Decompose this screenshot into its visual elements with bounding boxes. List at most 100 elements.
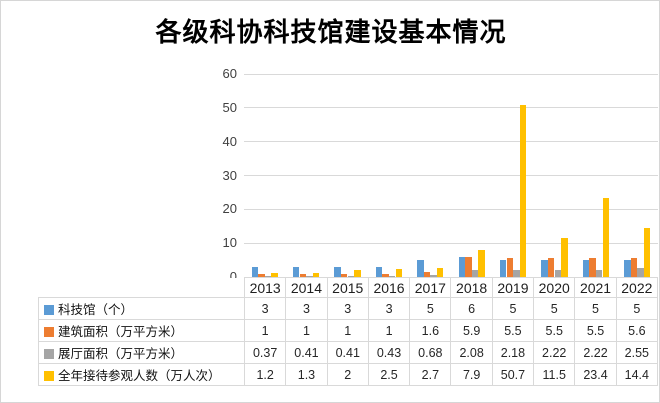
- table-corner: [38, 277, 245, 298]
- plot-area: [244, 73, 658, 277]
- value-cell: 1: [243, 319, 287, 342]
- gridline: [244, 107, 658, 109]
- bar-s3-2021: [602, 197, 610, 277]
- bar-s2-2015: [347, 275, 355, 277]
- bar-s3-2014: [312, 272, 320, 277]
- bar-s1-2015: [340, 273, 348, 277]
- bar-s0-2021: [582, 260, 590, 277]
- gridline: [244, 141, 658, 143]
- value-cell: 5.5: [574, 319, 617, 342]
- bar-s2-2013: [264, 275, 272, 277]
- bar-s2-2022: [637, 268, 644, 277]
- value-cell: 3: [326, 297, 369, 320]
- table-row: 科技馆（个） 3 3 3 3 5 6 5 5 5 5: [38, 297, 659, 320]
- y-tick-label: 60: [222, 66, 237, 81]
- bar-s1-2014: [299, 273, 307, 277]
- value-cell: 6: [450, 297, 493, 320]
- value-cell: 5.6: [615, 319, 659, 342]
- value-cell: 5: [533, 297, 576, 320]
- value-cell: 3: [285, 297, 328, 320]
- value-cell: 23.4: [574, 363, 617, 386]
- bar-s1-2016: [382, 273, 389, 277]
- value-cell: 1: [326, 319, 369, 342]
- bar-s3-2016: [395, 268, 403, 277]
- series-name: 建筑面积（万平方米）: [58, 325, 184, 339]
- value-cell: 1.2: [243, 363, 287, 386]
- bar-s0-2014: [292, 266, 300, 277]
- series-name: 展厅面积（万平方米）: [58, 347, 184, 361]
- bar-s1-2022: [630, 258, 638, 277]
- bar-s3-2020: [561, 238, 568, 277]
- bar-s2-2017: [430, 274, 437, 277]
- data-table: 2013 2014 2015 2016 2017 2018 2019 2020 2021 2022…: [38, 277, 659, 386]
- bar-s2-2019: [513, 269, 520, 277]
- bar-s1-2018: [465, 257, 472, 277]
- gridline: [244, 73, 658, 75]
- table-row: 全年接待参观人数（万人次） 1.2 1.3 2 2.5 2.7 7.9 50.7 11.5 23.…: [38, 363, 659, 386]
- value-cell: 1.6: [409, 319, 452, 342]
- bar-s0-2015: [334, 266, 341, 277]
- year-cell: 2021: [574, 277, 617, 298]
- bar-s0-2016: [375, 266, 383, 277]
- value-cell: 2.5: [367, 363, 411, 386]
- bar-s0-2022: [624, 260, 631, 277]
- series-name: 全年接待参观人数（万人次）: [58, 369, 221, 383]
- bar-s1-2019: [506, 258, 514, 277]
- bar-s3-2015: [354, 270, 361, 277]
- bar-s2-2014: [306, 275, 313, 277]
- value-cell: 2.7: [409, 363, 452, 386]
- value-cell: 2.22: [533, 341, 576, 364]
- value-cell: 0.41: [285, 341, 328, 364]
- year-cell: 2016: [367, 277, 411, 298]
- value-cell: 0.68: [409, 341, 452, 364]
- bar-s3-2013: [271, 272, 278, 277]
- bar-s3-2018: [478, 250, 485, 277]
- value-cell: 3: [367, 297, 411, 320]
- value-cell: 7.9: [450, 363, 493, 386]
- year-cell: 2014: [285, 277, 328, 298]
- y-tick-label: 40: [222, 133, 237, 149]
- bar-s0-2018: [458, 256, 466, 277]
- bar-s3-2019: [519, 105, 527, 277]
- bar-s3-2017: [436, 267, 444, 277]
- bar-s2-2018: [471, 269, 479, 277]
- y-tick-label: 30: [222, 167, 237, 183]
- legend-swatch-icon: [44, 349, 54, 359]
- year-cell: 2013: [243, 277, 287, 298]
- bar-s2-2021: [595, 269, 603, 277]
- legend-cell: 展厅面积（万平方米）: [38, 341, 245, 364]
- table-row: 展厅面积（万平方米） 0.37 0.41 0.41 0.43 0.68 2.08 2.18 2.…: [38, 341, 659, 364]
- value-cell: 2: [326, 363, 369, 386]
- legend-swatch-icon: [44, 371, 54, 381]
- value-cell: 11.5: [533, 363, 576, 386]
- value-cell: 5: [409, 297, 452, 320]
- value-cell: 2.55: [615, 341, 659, 364]
- value-cell: 1: [367, 319, 411, 342]
- legend-cell: 建筑面积（万平方米）: [38, 319, 245, 342]
- value-cell: 5.5: [491, 319, 535, 342]
- bar-s2-2016: [388, 275, 396, 277]
- value-cell: 0.43: [367, 341, 411, 364]
- year-cell: 2018: [450, 277, 493, 298]
- value-cell: 1.3: [285, 363, 328, 386]
- bar-s1-2017: [423, 271, 431, 277]
- bar-s2-2020: [554, 269, 562, 277]
- bar-s1-2013: [258, 273, 265, 277]
- bar-s0-2019: [499, 260, 507, 277]
- y-tick-label: 0: [229, 269, 237, 284]
- value-cell: 0.41: [326, 341, 369, 364]
- value-cell: 2.18: [491, 341, 535, 364]
- year-cell: 2022: [615, 277, 659, 298]
- legend-cell: 全年接待参观人数（万人次）: [38, 363, 245, 386]
- value-cell: 50.7: [491, 363, 535, 386]
- year-cell: 2020: [533, 277, 576, 298]
- y-tick-label: 20: [222, 201, 237, 217]
- bar-s0-2013: [251, 266, 259, 277]
- legend-swatch-icon: [44, 305, 54, 315]
- value-cell: 5: [574, 297, 617, 320]
- bar-s0-2020: [541, 260, 548, 277]
- legend-swatch-icon: [44, 327, 54, 337]
- year-cell: 2015: [326, 277, 369, 298]
- value-cell: 2.22: [574, 341, 617, 364]
